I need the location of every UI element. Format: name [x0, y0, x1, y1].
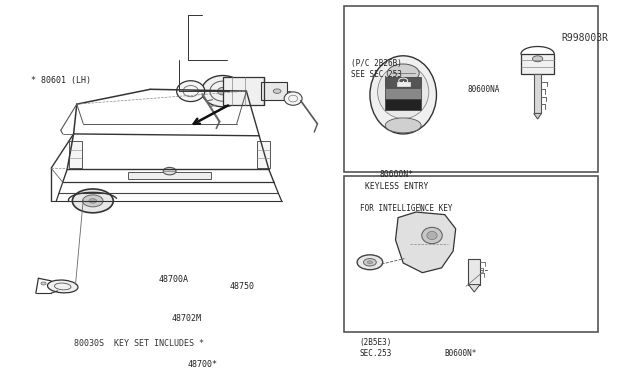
Text: 48700*: 48700*	[188, 360, 218, 369]
Bar	[257, 141, 270, 168]
Polygon shape	[468, 285, 480, 292]
Text: KEYLESS ENTRY: KEYLESS ENTRY	[365, 182, 429, 191]
Bar	[344, 176, 598, 332]
Ellipse shape	[364, 259, 376, 266]
Ellipse shape	[273, 89, 281, 93]
Bar	[385, 99, 421, 110]
Text: 48750: 48750	[229, 282, 254, 291]
Text: 48700A: 48700A	[159, 275, 189, 283]
Ellipse shape	[387, 64, 419, 83]
Text: * 80601 (LH): * 80601 (LH)	[31, 76, 91, 85]
Bar	[261, 82, 287, 100]
Bar	[468, 259, 480, 285]
Text: B0600N*: B0600N*	[445, 349, 477, 358]
Ellipse shape	[427, 231, 437, 240]
Ellipse shape	[532, 56, 543, 62]
Bar	[397, 82, 410, 86]
Text: 80600NA: 80600NA	[467, 85, 500, 94]
Text: (2B5E3): (2B5E3)	[360, 338, 392, 347]
Bar	[344, 6, 598, 172]
Bar	[128, 172, 211, 179]
Ellipse shape	[83, 195, 103, 207]
Ellipse shape	[367, 261, 372, 264]
Bar	[385, 77, 421, 87]
Ellipse shape	[385, 118, 421, 133]
Text: SEC.253: SEC.253	[360, 349, 392, 358]
Text: 80600N*: 80600N*	[380, 170, 414, 179]
Bar	[521, 54, 554, 74]
Text: 80030S  KEY SET INCLUDES *: 80030S KEY SET INCLUDES *	[74, 339, 204, 347]
Ellipse shape	[378, 65, 429, 119]
Text: SEE SEC.253: SEE SEC.253	[351, 70, 401, 79]
Ellipse shape	[47, 280, 78, 293]
Bar	[385, 88, 421, 99]
Ellipse shape	[218, 87, 228, 95]
Ellipse shape	[177, 81, 205, 102]
Bar	[69, 141, 82, 168]
Ellipse shape	[163, 167, 176, 175]
Ellipse shape	[202, 76, 244, 107]
Bar	[223, 77, 264, 105]
Text: (P/C 2B26B): (P/C 2B26B)	[351, 59, 401, 68]
Ellipse shape	[357, 255, 383, 270]
Polygon shape	[534, 113, 541, 119]
Polygon shape	[396, 212, 456, 273]
Ellipse shape	[284, 92, 302, 105]
Text: 48702M: 48702M	[172, 314, 202, 323]
Text: FOR INTELLIGENCE KEY: FOR INTELLIGENCE KEY	[360, 204, 452, 213]
Ellipse shape	[422, 227, 442, 244]
Ellipse shape	[41, 282, 46, 285]
Ellipse shape	[89, 199, 97, 203]
Bar	[534, 74, 541, 113]
Ellipse shape	[72, 189, 113, 213]
Text: R998003R: R998003R	[561, 33, 608, 43]
Ellipse shape	[370, 56, 436, 134]
